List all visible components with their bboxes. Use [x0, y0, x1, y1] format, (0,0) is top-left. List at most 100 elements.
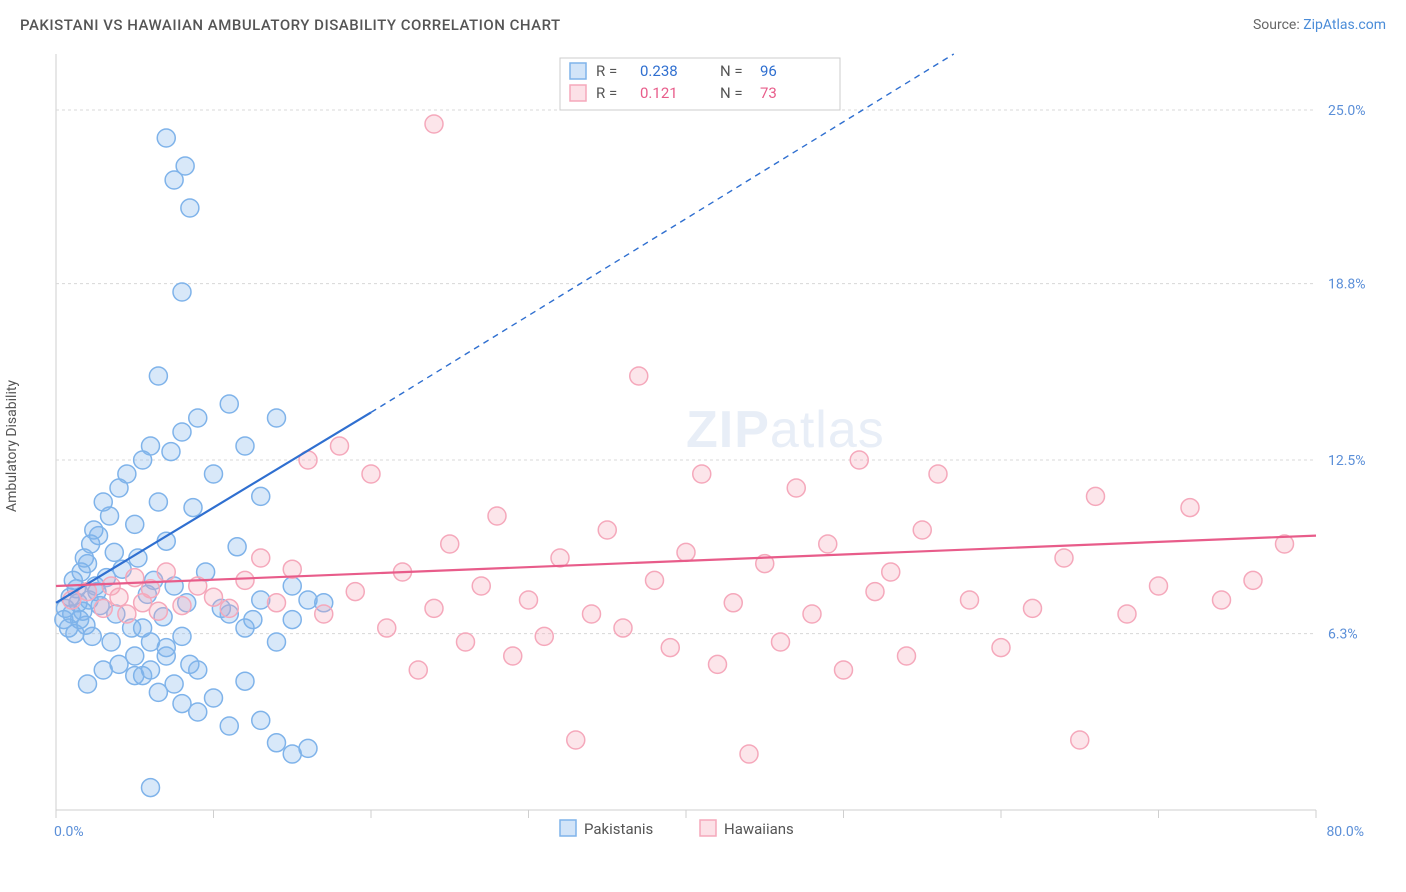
- legend-label: Hawaiians: [724, 820, 794, 838]
- data-point: [228, 538, 246, 556]
- data-point: [79, 675, 97, 693]
- data-point: [110, 588, 128, 606]
- data-point: [83, 627, 101, 645]
- x-tick-label: 0.0%: [54, 824, 84, 840]
- data-point: [1071, 731, 1089, 749]
- data-point: [268, 409, 286, 427]
- data-point: [504, 647, 522, 665]
- data-point: [787, 479, 805, 497]
- data-point: [142, 633, 160, 651]
- stats-n-value: 73: [760, 84, 777, 102]
- data-point: [693, 465, 711, 483]
- data-point: [149, 602, 167, 620]
- data-point: [142, 437, 160, 455]
- data-point: [181, 199, 199, 217]
- data-point: [149, 493, 167, 511]
- data-point: [176, 157, 194, 175]
- data-point: [110, 655, 128, 673]
- data-point: [126, 515, 144, 533]
- data-point: [236, 672, 254, 690]
- data-point: [472, 577, 490, 595]
- data-point: [118, 605, 136, 623]
- legend-swatch: [560, 820, 576, 836]
- data-point: [535, 627, 553, 645]
- stats-n-label: N =: [720, 62, 743, 80]
- data-point: [803, 605, 821, 623]
- data-point: [913, 521, 931, 539]
- data-point: [346, 583, 364, 601]
- data-point: [268, 633, 286, 651]
- data-point: [236, 619, 254, 637]
- data-point: [614, 619, 632, 637]
- data-point: [583, 605, 601, 623]
- data-point: [1244, 571, 1262, 589]
- data-point: [819, 535, 837, 553]
- stats-r-label: R =: [596, 62, 617, 80]
- data-point: [567, 731, 585, 749]
- data-point: [409, 661, 427, 679]
- data-point: [79, 555, 97, 573]
- data-point: [646, 571, 664, 589]
- data-point: [157, 647, 175, 665]
- chart-title: PAKISTANI VS HAWAIIAN AMBULATORY DISABIL…: [20, 16, 561, 34]
- data-point: [142, 779, 160, 797]
- source-link[interactable]: ZipAtlas.com: [1303, 17, 1386, 33]
- data-point: [236, 571, 254, 589]
- data-point: [149, 367, 167, 385]
- data-point: [118, 465, 136, 483]
- source-label: Source: ZipAtlas.com: [1253, 17, 1386, 33]
- data-point: [929, 465, 947, 483]
- data-point: [866, 583, 884, 601]
- data-point: [677, 543, 695, 561]
- data-point: [299, 739, 317, 757]
- data-point: [425, 599, 443, 617]
- data-point: [598, 521, 616, 539]
- data-point: [205, 465, 223, 483]
- stats-r-value: 0.238: [640, 62, 678, 80]
- data-point: [709, 655, 727, 673]
- data-point: [220, 395, 238, 413]
- data-point: [520, 591, 538, 609]
- data-point: [1024, 599, 1042, 617]
- data-point: [772, 633, 790, 651]
- stats-swatch: [570, 63, 586, 79]
- stats-r-value: 0.121: [640, 84, 678, 102]
- data-point: [315, 605, 333, 623]
- data-point: [173, 423, 191, 441]
- data-point: [1118, 605, 1136, 623]
- x-tick-label: 80.0%: [1326, 824, 1364, 840]
- data-point: [441, 535, 459, 553]
- data-point: [488, 507, 506, 525]
- data-point: [283, 577, 301, 595]
- stats-swatch: [570, 85, 586, 101]
- data-point: [94, 599, 112, 617]
- data-point: [101, 507, 119, 525]
- y-tick-label: 6.3%: [1328, 627, 1358, 643]
- data-point: [189, 703, 207, 721]
- data-point: [835, 661, 853, 679]
- data-point: [1087, 487, 1105, 505]
- data-point: [362, 465, 380, 483]
- data-point: [1150, 577, 1168, 595]
- data-point: [283, 611, 301, 629]
- data-point: [630, 367, 648, 385]
- data-point: [184, 499, 202, 517]
- data-point: [740, 745, 758, 763]
- series-pakistanis: [55, 129, 333, 797]
- watermark: ZIPatlas: [686, 401, 885, 459]
- data-point: [205, 689, 223, 707]
- data-point: [331, 437, 349, 455]
- y-tick-label: 25.0%: [1328, 103, 1366, 119]
- data-point: [425, 115, 443, 133]
- stats-r-label: R =: [596, 84, 617, 102]
- data-point: [102, 633, 120, 651]
- y-axis-label: Ambulatory Disability: [4, 380, 20, 512]
- data-point: [105, 543, 123, 561]
- data-point: [173, 597, 191, 615]
- legend-label: Pakistanis: [584, 820, 653, 838]
- stats-n-label: N =: [720, 84, 743, 102]
- y-tick-label: 12.5%: [1328, 453, 1366, 469]
- data-point: [165, 675, 183, 693]
- data-point: [236, 437, 254, 455]
- data-point: [189, 661, 207, 679]
